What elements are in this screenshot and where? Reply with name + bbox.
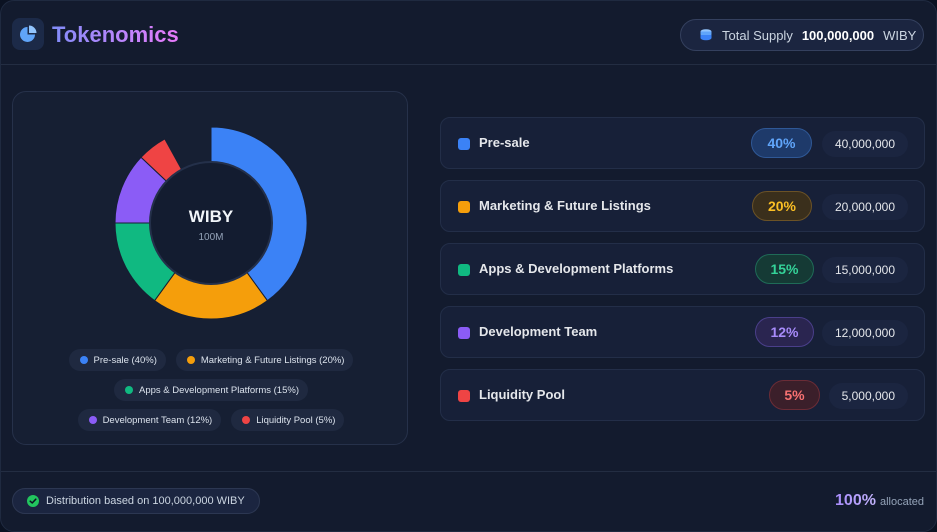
allocation-percent: 20% bbox=[752, 191, 812, 221]
donut-center-sub: 100M bbox=[198, 232, 224, 243]
color-swatch bbox=[458, 138, 470, 150]
color-swatch bbox=[458, 264, 470, 276]
total-supply-value: 100,000,000 bbox=[801, 27, 875, 43]
legend-row: Apps & Development Platforms (15%) bbox=[13, 379, 409, 401]
legend-item-apps[interactable]: Apps & Development Platforms (15%) bbox=[114, 379, 308, 401]
donut-chart bbox=[115, 127, 307, 319]
allocation-row-dev-team[interactable]: Development Team 12% 12,000,000 bbox=[440, 306, 925, 358]
legend-row: Development Team (12%) Liquidity Pool (5… bbox=[13, 409, 409, 431]
distribution-note-text: Distribution based on 100,000,000 WIBY bbox=[46, 495, 245, 507]
allocation-name: Liquidity Pool bbox=[479, 387, 565, 402]
allocation-amount: 5,000,000 bbox=[828, 383, 908, 409]
allocation-row-liquidity[interactable]: Liquidity Pool 5% 5,000,000 bbox=[440, 369, 925, 421]
header: Tokenomics Total Supply 100,000,000 WIBY bbox=[1, 1, 936, 65]
allocation-row-apps[interactable]: Apps & Development Platforms 15% 15,000,… bbox=[440, 243, 925, 295]
allocation-name: Pre-sale bbox=[479, 135, 530, 150]
pie-chart-icon bbox=[12, 18, 44, 50]
donut-hole bbox=[149, 161, 273, 285]
legend-dot bbox=[125, 386, 133, 394]
footer: Distribution based on 100,000,000 WIBY 1… bbox=[1, 471, 936, 531]
distribution-note: Distribution based on 100,000,000 WIBY bbox=[12, 488, 260, 514]
allocation-percent: 12% bbox=[755, 317, 814, 347]
legend-label: Development Team (12%) bbox=[102, 414, 213, 426]
allocation-name: Marketing & Future Listings bbox=[479, 198, 651, 213]
coins-icon bbox=[699, 28, 713, 42]
legend-label: Pre-sale (40%) bbox=[93, 354, 157, 366]
total-supply-badge: Total Supply 100,000,000 WIBY bbox=[680, 19, 924, 51]
color-swatch bbox=[458, 390, 470, 402]
allocation-name: Apps & Development Platforms bbox=[479, 261, 674, 276]
allocated-label: allocated bbox=[879, 496, 924, 508]
legend-label: Apps & Development Platforms (15%) bbox=[139, 384, 299, 396]
allocation-amount: 20,000,000 bbox=[821, 194, 908, 220]
legend-item-presale[interactable]: Pre-sale (40%) bbox=[68, 349, 166, 371]
legend-item-liquidity[interactable]: Liquidity Pool (5%) bbox=[231, 409, 345, 431]
legend-dot bbox=[186, 356, 195, 364]
page-title: Tokenomics bbox=[52, 22, 179, 47]
legend-item-marketing[interactable]: Marketing & Future Listings (20%) bbox=[175, 349, 354, 371]
legend-label: Liquidity Pool (5%) bbox=[256, 414, 336, 426]
legend-item-dev-team[interactable]: Development Team (12%) bbox=[77, 409, 222, 431]
allocation-amount: 40,000,000 bbox=[821, 131, 908, 157]
total-supply-label: Total Supply bbox=[722, 27, 793, 43]
allocation-row-presale[interactable]: Pre-sale 40% 40,000,000 bbox=[440, 117, 925, 169]
allocated-summary: 100% allocated bbox=[835, 492, 924, 510]
total-supply-unit: WIBY bbox=[883, 27, 917, 43]
color-swatch bbox=[458, 201, 470, 213]
chart-card: WIBY 100M Pre-sale (40%) Marketing & Fut… bbox=[12, 91, 408, 445]
donut-center-name: WIBY bbox=[188, 207, 234, 226]
legend-row: Pre-sale (40%) Marketing & Future Listin… bbox=[13, 349, 409, 371]
color-swatch bbox=[458, 327, 470, 339]
allocated-value: 100% bbox=[835, 492, 876, 509]
allocation-amount: 15,000,000 bbox=[821, 257, 908, 283]
legend-dot bbox=[88, 416, 97, 424]
allocation-percent: 40% bbox=[751, 128, 812, 158]
allocation-percent: 5% bbox=[769, 380, 820, 410]
legend-dot bbox=[79, 356, 88, 364]
allocation-amount: 12,000,000 bbox=[821, 320, 908, 346]
allocation-name: Development Team bbox=[479, 324, 598, 339]
legend-label: Marketing & Future Listings (20%) bbox=[200, 354, 345, 366]
legend-dot bbox=[242, 416, 251, 424]
allocation-percent: 15% bbox=[755, 254, 814, 284]
allocation-row-marketing[interactable]: Marketing & Future Listings 20% 20,000,0… bbox=[440, 180, 925, 232]
check-circle-icon bbox=[27, 495, 39, 507]
